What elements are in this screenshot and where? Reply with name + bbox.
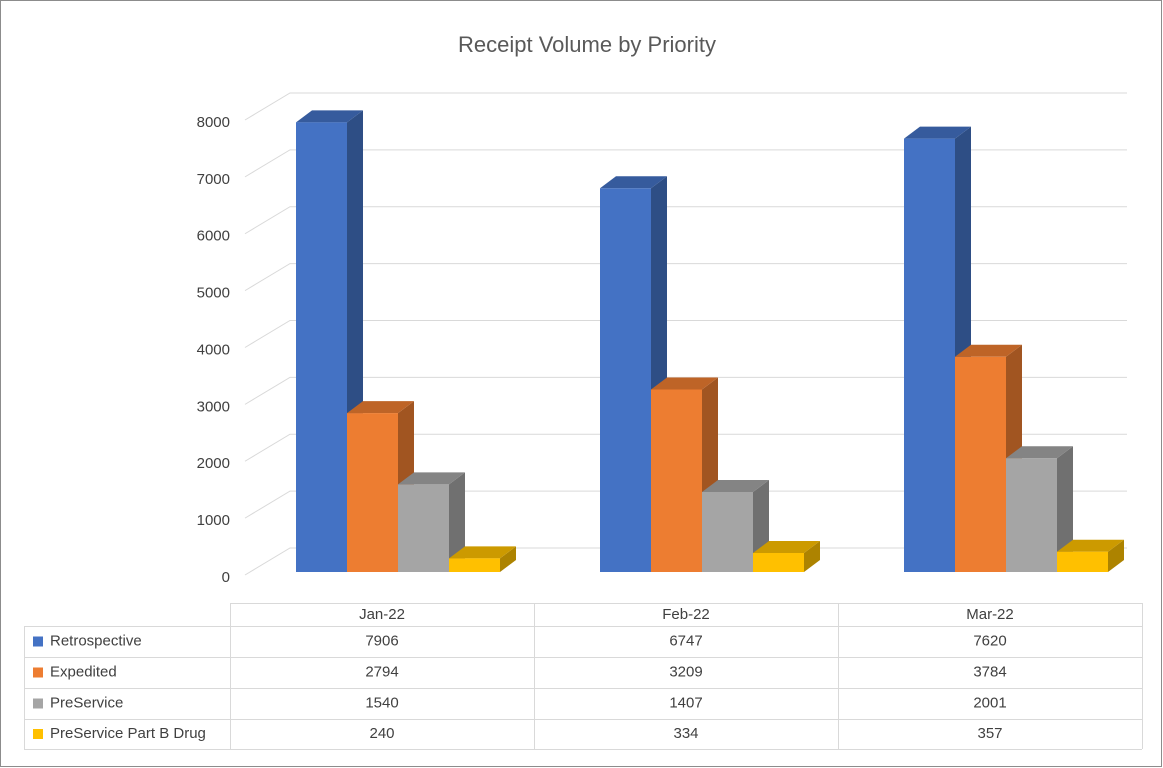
table-value: 1540 bbox=[365, 694, 398, 711]
legend-key bbox=[33, 698, 43, 709]
bar-side bbox=[1108, 539, 1124, 572]
table-value: 3784 bbox=[973, 663, 1006, 680]
bar bbox=[1006, 458, 1057, 572]
grid-line bbox=[244, 490, 1127, 519]
bar-top bbox=[1006, 446, 1073, 459]
bar bbox=[702, 491, 753, 572]
x-tick-label: Mar-22 bbox=[966, 606, 1014, 623]
legend-label: PreService bbox=[50, 694, 123, 711]
y-tick-label: 1000 bbox=[197, 512, 230, 529]
legend-key bbox=[33, 729, 43, 739]
table-value: 1407 bbox=[669, 694, 702, 711]
table-value: 6747 bbox=[669, 632, 702, 649]
table-value: 240 bbox=[369, 725, 394, 742]
y-tick-label: 5000 bbox=[197, 285, 230, 302]
y-tick-label: 7000 bbox=[197, 171, 230, 188]
bar-top bbox=[398, 472, 465, 485]
legend-key bbox=[33, 636, 43, 647]
table-value: 7906 bbox=[365, 632, 398, 649]
bar-top bbox=[347, 401, 414, 414]
legend-key bbox=[33, 667, 43, 678]
bar-top bbox=[1057, 539, 1124, 552]
grid-line bbox=[244, 206, 1127, 235]
legend-label: PreService Part B Drug bbox=[50, 725, 206, 742]
y-tick-label: 0 bbox=[222, 569, 230, 586]
bar bbox=[449, 558, 500, 572]
x-tick-label: Feb-22 bbox=[662, 606, 710, 623]
chart-title: Receipt Volume by Priority bbox=[458, 32, 716, 57]
y-tick-label: 2000 bbox=[197, 455, 230, 472]
grid-line bbox=[244, 376, 1127, 405]
bar bbox=[398, 484, 449, 572]
bar bbox=[296, 122, 347, 572]
table-value: 2794 bbox=[365, 663, 398, 680]
table-value: 7620 bbox=[973, 632, 1006, 649]
legend-label: Retrospective bbox=[50, 632, 142, 649]
y-tick-label: 4000 bbox=[197, 341, 230, 358]
bar-top bbox=[449, 546, 516, 559]
grid-line bbox=[244, 433, 1127, 462]
bar-side bbox=[804, 541, 820, 572]
x-tick-label: Jan-22 bbox=[359, 606, 405, 623]
bar bbox=[600, 188, 651, 572]
grid-line bbox=[244, 263, 1127, 292]
table-value: 3209 bbox=[669, 663, 702, 680]
bar bbox=[904, 138, 955, 573]
grid-line bbox=[244, 149, 1127, 178]
bar-side bbox=[449, 472, 465, 572]
grid-line bbox=[244, 92, 1127, 121]
bar-top bbox=[702, 479, 769, 492]
legend-label: Expedited bbox=[50, 663, 117, 680]
table-value: 2001 bbox=[973, 694, 1006, 711]
bar-top bbox=[753, 541, 820, 554]
bar-side bbox=[1057, 446, 1073, 572]
bar bbox=[347, 413, 398, 572]
bar bbox=[1057, 551, 1108, 572]
bar bbox=[651, 389, 702, 572]
y-tick-label: 6000 bbox=[197, 228, 230, 245]
bar-top bbox=[904, 126, 971, 139]
table-value: 334 bbox=[673, 725, 698, 742]
bar-top bbox=[651, 377, 718, 390]
bar bbox=[955, 356, 1006, 572]
grid-line bbox=[244, 320, 1127, 348]
y-tick-label: 3000 bbox=[197, 398, 230, 415]
bar-top bbox=[296, 110, 363, 123]
bar-side bbox=[500, 546, 516, 572]
bar bbox=[753, 553, 804, 572]
bar-top bbox=[600, 176, 667, 189]
table-value: 357 bbox=[977, 725, 1002, 742]
grid-line bbox=[244, 547, 1127, 576]
y-tick-label: 8000 bbox=[197, 114, 230, 131]
bar-top bbox=[955, 344, 1022, 357]
